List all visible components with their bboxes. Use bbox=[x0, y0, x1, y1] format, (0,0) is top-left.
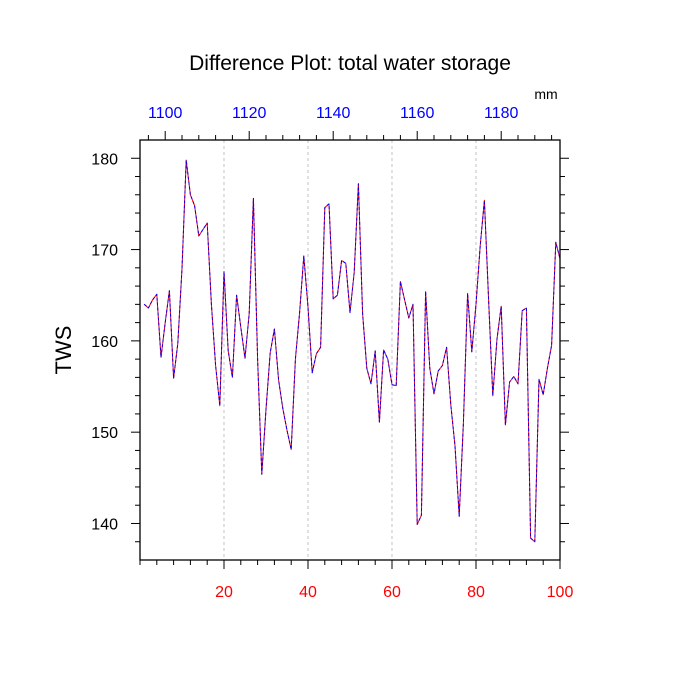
top-tick-label: 1140 bbox=[316, 105, 351, 122]
bottom-tick-label: 60 bbox=[383, 584, 401, 601]
gridlines bbox=[223, 140, 477, 560]
y-tick-label: 170 bbox=[91, 243, 118, 260]
axis-ticks bbox=[131, 131, 569, 569]
bottom-tick-label: 80 bbox=[467, 584, 485, 601]
tick-labels: 20 40 60 80 100 1100 1120 1140 1160 1180 140 150 160… bbox=[91, 105, 573, 601]
y-tick-label: 180 bbox=[91, 151, 118, 168]
top-tick-label: 1100 bbox=[148, 105, 183, 122]
series-layer bbox=[143, 159, 561, 543]
bottom-tick-label: 40 bbox=[299, 584, 317, 601]
top-tick-label: 1120 bbox=[232, 105, 267, 122]
plot-frame bbox=[139, 139, 561, 561]
top-tick-label: 1180 bbox=[484, 105, 519, 122]
bottom-tick-label: 100 bbox=[547, 584, 574, 601]
y-tick-label: 140 bbox=[91, 516, 118, 533]
y-tick-label: 160 bbox=[91, 334, 118, 351]
chart-title: Difference Plot: total water storage bbox=[189, 52, 511, 75]
bottom-tick-label: 20 bbox=[215, 584, 233, 601]
series-line-blue bbox=[143, 159, 561, 543]
top-tick-label: 1160 bbox=[400, 105, 435, 122]
y-tick-label: 150 bbox=[91, 425, 118, 442]
y-axis-label: TWS bbox=[51, 326, 76, 375]
series-line-red bbox=[143, 159, 561, 543]
top-axis-unit: mm bbox=[534, 86, 557, 102]
